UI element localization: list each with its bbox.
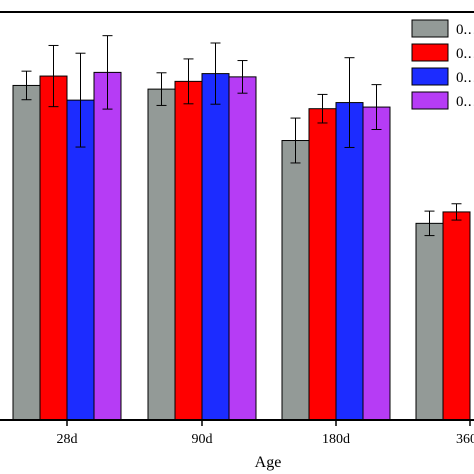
x-tick-label: 28d <box>57 432 78 447</box>
legend-swatch <box>411 19 449 38</box>
error-bar-360d-series-1 <box>424 210 435 237</box>
legend: 0.… 0.… 0.… 0.… <box>411 19 474 110</box>
legend-label: 0.… <box>456 46 474 62</box>
legend-item-4: 0.… <box>411 91 474 110</box>
bar-180d-series-3 <box>335 102 364 421</box>
error-bar-180d-series-2 <box>317 93 328 124</box>
bar-180d-series-4 <box>362 106 391 421</box>
error-bar-180d-series-1 <box>290 117 301 164</box>
bar-28d-series-4 <box>93 71 122 421</box>
error-bar-28d-series-4 <box>102 35 113 110</box>
error-bar-90d-series-3 <box>210 42 221 105</box>
x-tick-label: 180d <box>322 432 350 447</box>
bar-28d-series-2 <box>39 75 68 421</box>
bars-layer <box>12 71 471 421</box>
legend-item-1: 0.… <box>411 19 474 38</box>
bar-360d-series-2 <box>442 211 471 421</box>
error-bar-90d-series-4 <box>237 60 248 94</box>
x-axis-label: Age <box>255 454 282 471</box>
bar-90d-series-4 <box>228 76 257 421</box>
bar-90d-series-3 <box>201 73 230 421</box>
legend-swatch <box>411 91 449 110</box>
bar-90d-series-2 <box>174 80 203 421</box>
error-bar-90d-series-1 <box>156 72 167 106</box>
bar-90d-series-1 <box>147 88 176 421</box>
x-tick-label: 360d <box>456 432 474 447</box>
bar-180d-series-2 <box>308 108 337 421</box>
error-bar-28d-series-3 <box>75 52 86 148</box>
error-bar-28d-series-1 <box>21 70 32 101</box>
legend-item-3: 0.… <box>411 67 474 86</box>
error-bar-180d-series-3 <box>344 57 355 148</box>
error-bar-360d-series-2 <box>451 203 462 221</box>
error-bars-layer <box>21 35 462 237</box>
axes <box>0 11 474 421</box>
legend-label: 0.… <box>456 22 474 38</box>
legend-swatch <box>411 67 449 86</box>
x-ticks: 28d 90d 180d 360d <box>57 420 474 447</box>
legend-label: 0.… <box>456 70 474 86</box>
bar-28d-series-1 <box>12 84 41 421</box>
legend-label: 0.… <box>456 94 474 110</box>
error-bar-28d-series-2 <box>48 44 59 108</box>
bar-28d-series-3 <box>66 99 95 421</box>
bar-360d-series-1 <box>415 222 444 421</box>
legend-item-2: 0.… <box>411 43 474 62</box>
error-bar-90d-series-2 <box>183 58 194 105</box>
bar-180d-series-1 <box>281 140 310 421</box>
legend-swatch <box>411 43 449 62</box>
x-tick-label: 90d <box>192 432 213 447</box>
error-bar-180d-series-4 <box>371 84 382 131</box>
